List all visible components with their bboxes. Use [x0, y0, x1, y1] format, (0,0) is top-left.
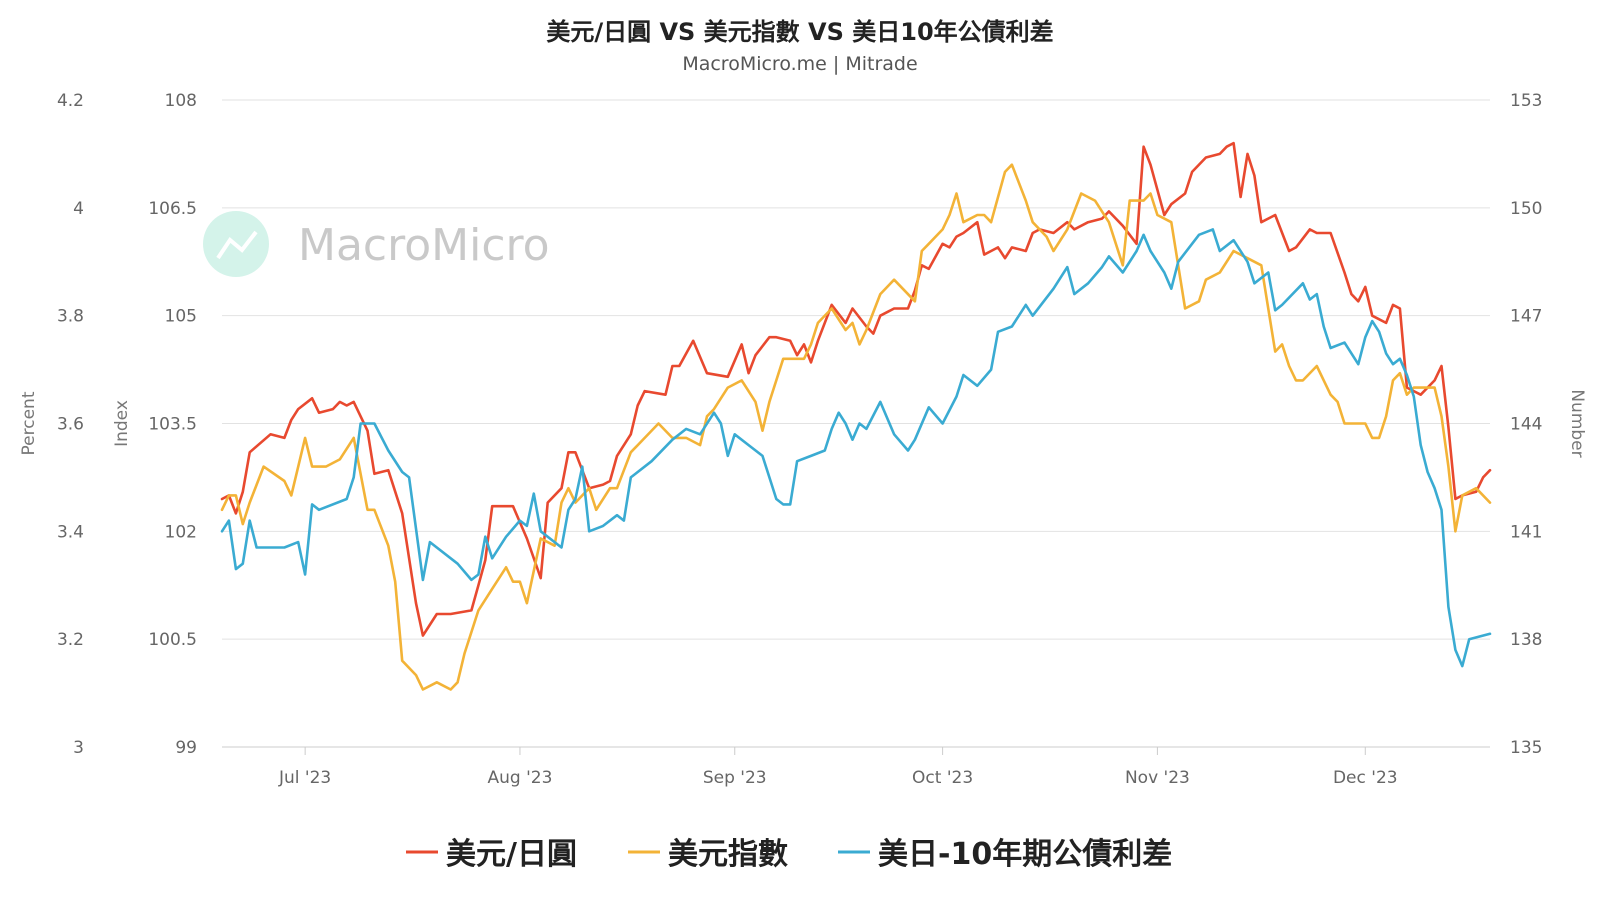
x-tick-label: Dec '23 — [1333, 768, 1398, 788]
x-tick-label: Jul '23 — [278, 768, 331, 788]
macromicro-logo-line — [216, 230, 258, 260]
series-line-3 — [220, 228, 1492, 668]
index-tick-label: 108 — [165, 91, 197, 111]
number-axis-title: Number — [1567, 389, 1587, 457]
percent-tick-label: 3 — [73, 738, 84, 758]
percent-tick-label: 4 — [73, 199, 84, 219]
x-tick-label: Sep '23 — [703, 768, 767, 788]
series-line-1 — [220, 141, 1492, 637]
chart-subtitle: MacroMicro.me | Mitrade — [682, 53, 918, 75]
series-lines — [220, 141, 1492, 691]
index-tick-label: 103.5 — [148, 415, 197, 435]
grid — [222, 99, 1490, 748]
chart-title: 美元/日圓 VS 美元指數 VS 美日10年公債利差 — [546, 18, 1054, 46]
percent-tick-label: 3.2 — [57, 630, 84, 650]
number-tick-label: 144 — [1510, 415, 1542, 435]
index-tick-label: 99 — [175, 738, 197, 758]
watermark: MacroMicro — [203, 211, 550, 277]
number-tick-label: 141 — [1510, 522, 1542, 542]
percent-tick-label: 3.8 — [57, 307, 84, 327]
index-tick-label: 102 — [165, 522, 197, 542]
percent-tick-label: 3.6 — [57, 415, 84, 435]
percent-tick-label: 3.4 — [57, 522, 84, 542]
percent-axis-title: Percent — [19, 391, 39, 455]
index-tick-label: 105 — [165, 307, 197, 327]
number-tick-label: 153 — [1510, 91, 1542, 111]
watermark-text: MacroMicro — [298, 220, 550, 271]
series-line-2 — [220, 163, 1492, 691]
index-axis-title: Index — [112, 400, 132, 447]
legend: 美元/日圓 美元指數 美日-10年期公債利差 — [406, 837, 1172, 872]
number-tick-label: 135 — [1510, 738, 1542, 758]
number-tick-label: 150 — [1510, 199, 1542, 219]
index-tick-label: 100.5 — [148, 630, 197, 650]
number-tick-label: 138 — [1510, 630, 1542, 650]
index-tick-label: 106.5 — [148, 199, 197, 219]
x-tick-label: Aug '23 — [487, 768, 552, 788]
number-tick-label: 147 — [1510, 307, 1542, 327]
legend-label: 美元/日圓 — [446, 837, 577, 872]
legend-label: 美日-10年期公債利差 — [878, 837, 1172, 872]
x-tick-label: Oct '23 — [912, 768, 973, 788]
axes: 3 3.2 3.4 3.6 3.8 4 4.2 Percent 99 100.5 102 103.5 1… — [19, 91, 1587, 788]
legend-label: 美元指數 — [668, 837, 788, 872]
percent-tick-label: 4.2 — [57, 91, 84, 111]
x-tick-label: Nov '23 — [1125, 768, 1190, 788]
